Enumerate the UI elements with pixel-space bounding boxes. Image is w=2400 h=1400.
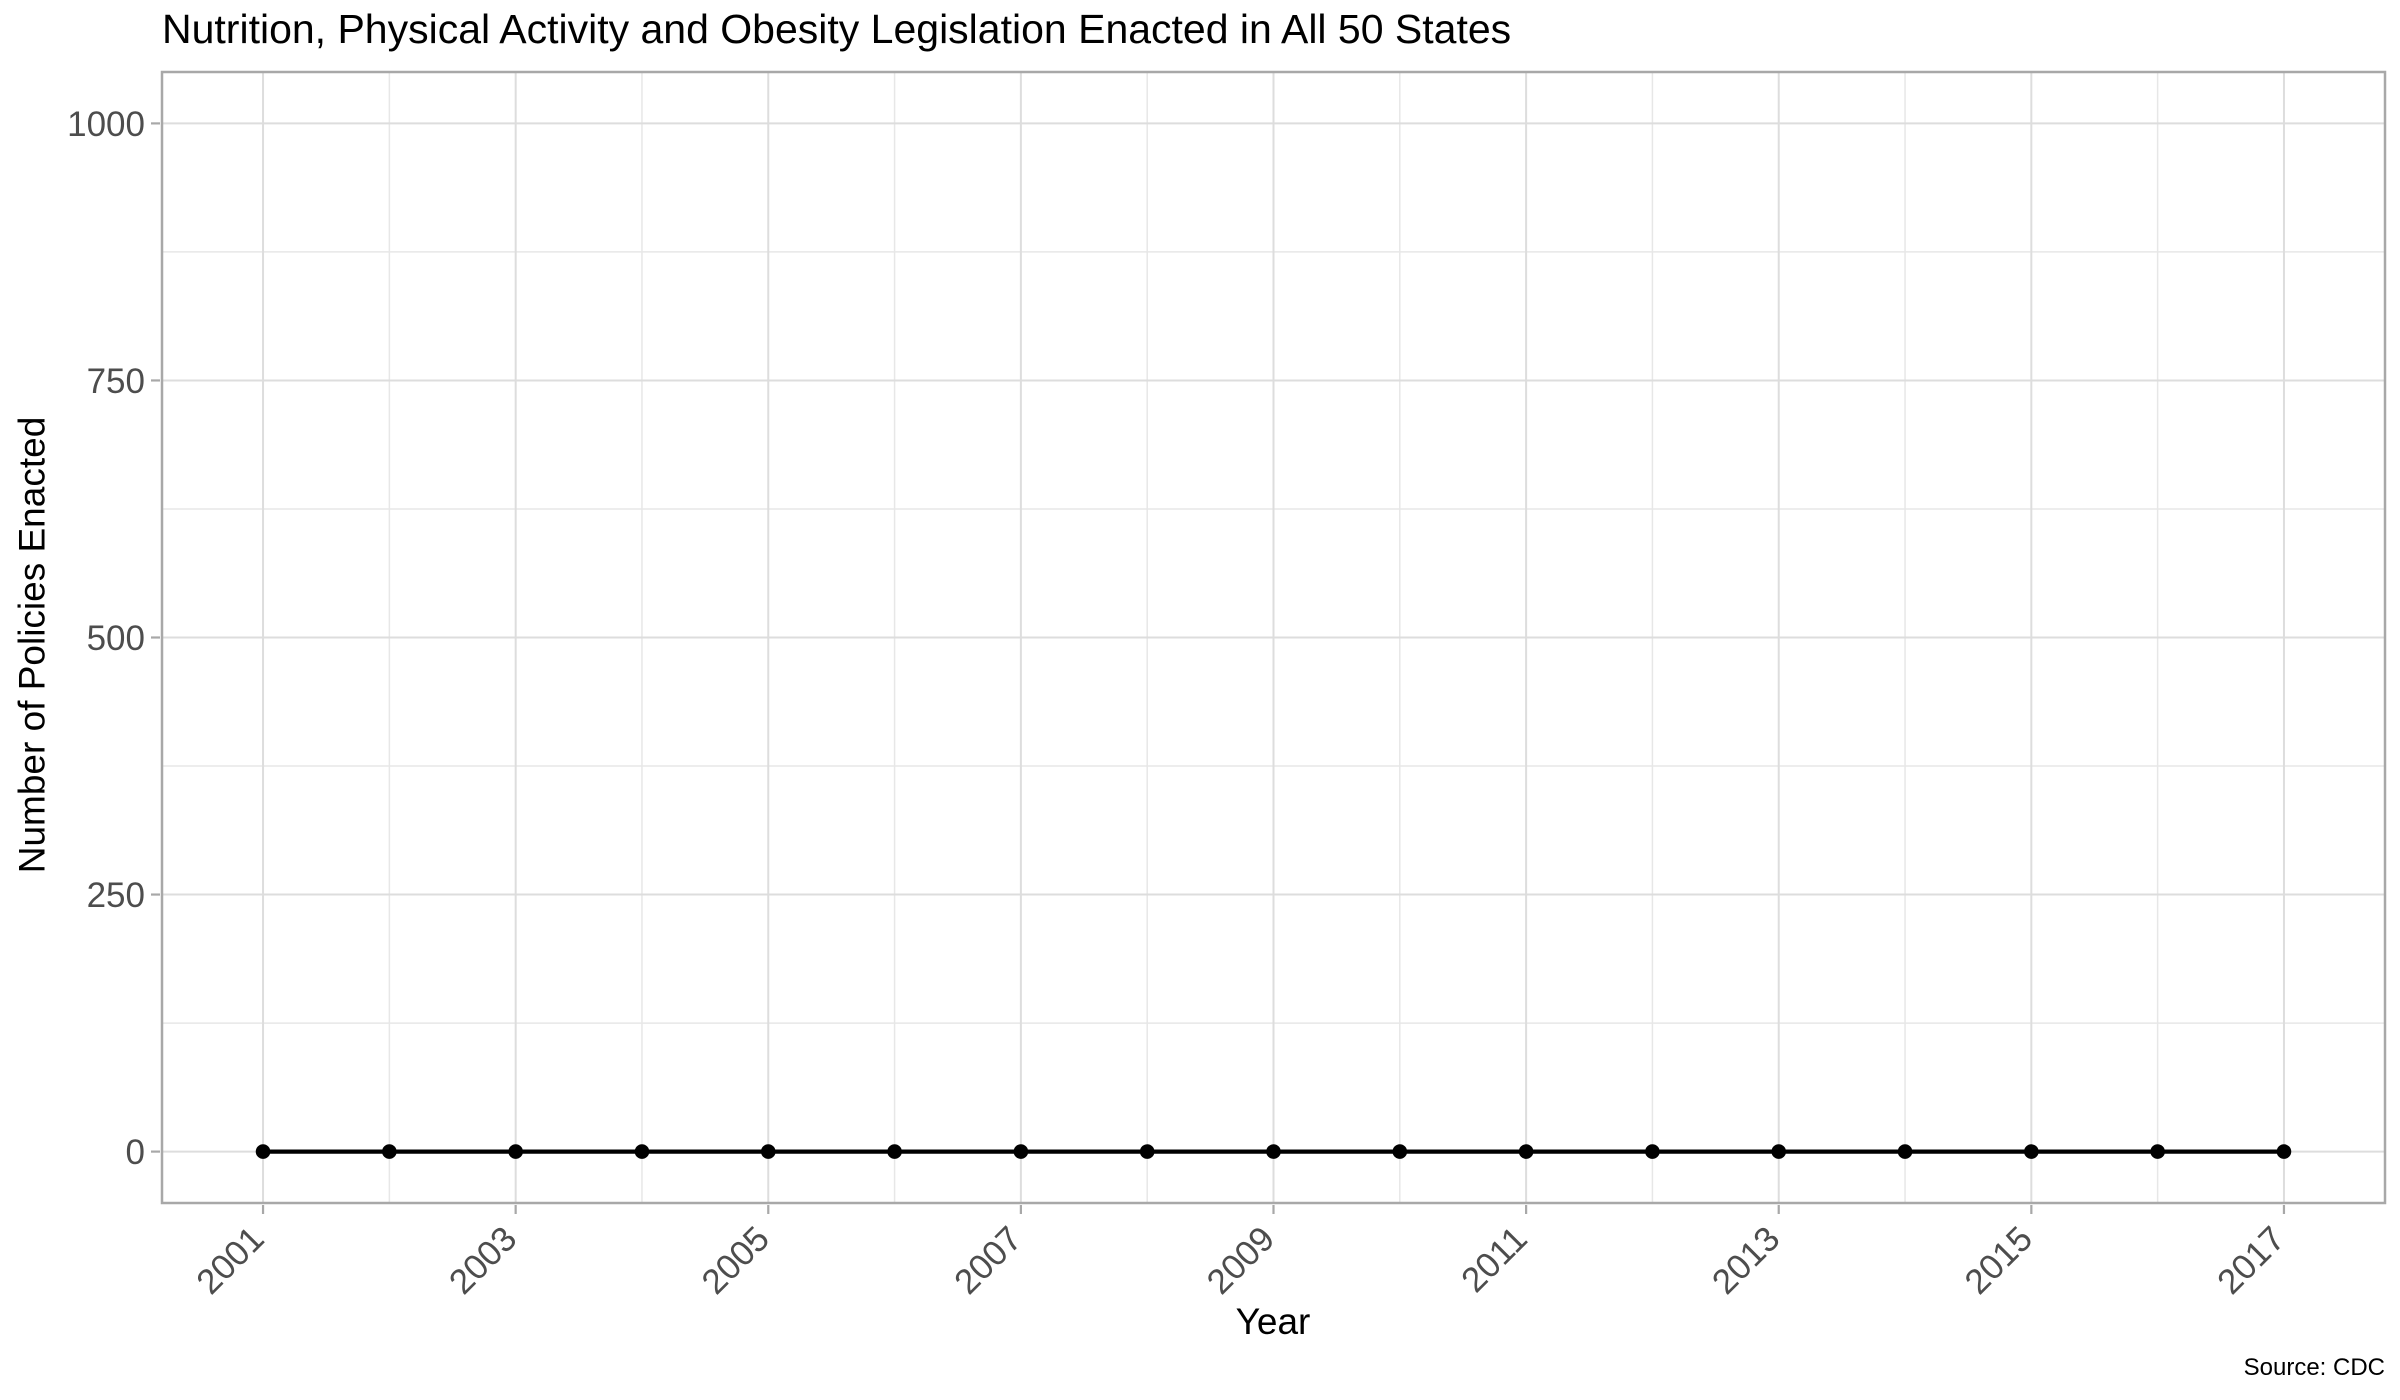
y-tick-label: 0: [126, 1133, 145, 1172]
axis-ticks: [151, 122, 2286, 1214]
data-point: [2276, 1144, 2292, 1159]
x-tick-labels: 2001 2003 2005 2007 2009 2011 2013 2015 2017: [189, 1219, 2293, 1302]
y-tick-label: 1000: [67, 105, 145, 144]
x-axis-title: Year: [1235, 1301, 1311, 1342]
source-caption: Source: CDC: [2243, 1354, 2385, 1381]
x-tick-label: 2009: [1200, 1219, 1283, 1302]
data-point: [1518, 1144, 1534, 1159]
data-point: [760, 1144, 776, 1159]
x-tick-label: 2003: [442, 1219, 525, 1302]
data-point: [382, 1144, 397, 1159]
data-point: [1139, 1144, 1155, 1159]
x-tick-label: 2013: [1705, 1219, 1788, 1302]
y-tick-label: 750: [87, 362, 145, 401]
y-tick-label: 500: [87, 619, 145, 658]
data-point: [1771, 1144, 1787, 1159]
x-tick-label: 2005: [694, 1219, 777, 1302]
x-tick-label: 2001: [189, 1219, 272, 1302]
data-point: [2150, 1144, 2165, 1159]
chart-title: Nutrition, Physical Activity and Obesity…: [162, 6, 1512, 52]
y-tick-label: 250: [87, 876, 145, 915]
data-point: [1645, 1144, 1660, 1159]
data-point: [508, 1144, 523, 1159]
data-point: [634, 1144, 650, 1159]
y-tick-labels: 0 250 500 750 1000: [67, 105, 145, 1172]
x-tick-label: 2015: [1957, 1219, 2040, 1302]
x-tick-label: 2007: [947, 1219, 1030, 1302]
data-point: [887, 1144, 902, 1159]
data-point: [255, 1144, 271, 1159]
data-point: [1266, 1144, 1281, 1159]
data-points: [255, 1144, 2292, 1159]
data-point: [1013, 1144, 1029, 1159]
data-point: [2024, 1144, 2039, 1159]
x-tick-label: 2011: [1454, 1219, 1535, 1300]
data-point: [1392, 1144, 1408, 1159]
data-point: [1897, 1144, 1913, 1159]
x-tick-label: 2017: [2210, 1219, 2293, 1302]
panel-border: [160, 70, 2387, 1205]
